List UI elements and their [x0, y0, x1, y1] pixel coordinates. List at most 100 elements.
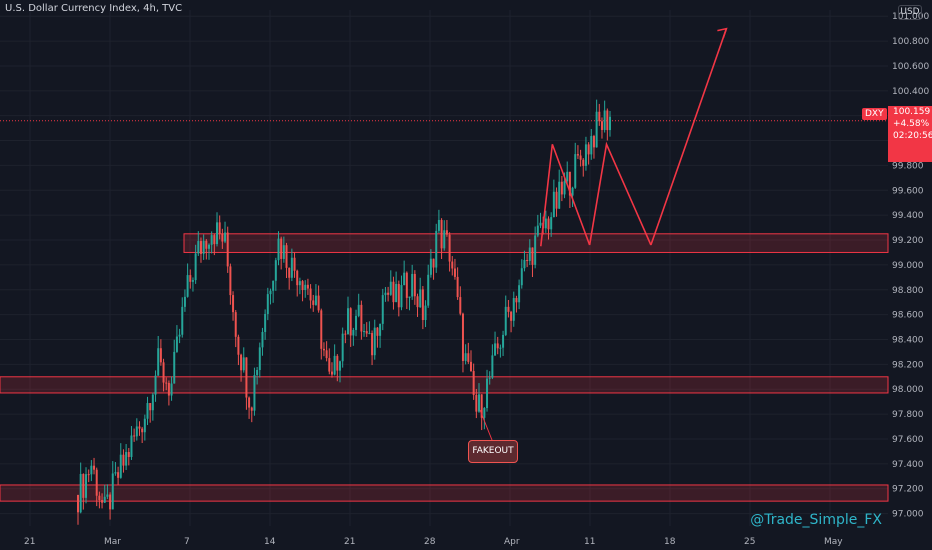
candle-body [191, 280, 194, 282]
candle-body [133, 435, 136, 437]
x-tick-label: 21 [24, 537, 35, 547]
candle-body [157, 348, 160, 376]
candle-body [534, 235, 537, 265]
price-change: +4.58% [893, 119, 930, 129]
candle-body [87, 474, 90, 476]
chart-title: U.S. Dollar Currency Index, 4h, TVC [5, 3, 183, 14]
y-tick-label: 98.200 [892, 360, 924, 370]
candle-body [306, 284, 309, 289]
candle-body [213, 235, 216, 245]
candle-body [568, 171, 571, 196]
candle-body [579, 155, 582, 160]
candle-body [178, 334, 181, 337]
candle-body [419, 289, 422, 308]
candle-body [552, 191, 555, 218]
candle-body [290, 257, 293, 278]
candle-body [90, 465, 93, 475]
y-tick-label: 98.400 [892, 335, 924, 345]
y-tick-label: 97.400 [892, 460, 924, 470]
candle-body [603, 110, 606, 130]
candle-body [379, 323, 382, 336]
countdown: 02:20:56 [893, 131, 932, 141]
y-tick-label: 98.600 [892, 311, 924, 321]
candle-body [264, 313, 267, 332]
candle-body [285, 245, 288, 268]
candle-body [325, 350, 328, 359]
candle-body [93, 465, 96, 470]
x-tick-label: 14 [264, 537, 276, 547]
candle-body [167, 382, 170, 396]
candle-body [539, 222, 542, 226]
candle-body [555, 191, 558, 209]
candle-body [507, 306, 510, 312]
candle-body [151, 394, 154, 411]
candle-body [256, 369, 259, 376]
candle-body [606, 110, 609, 131]
candle-body [146, 403, 149, 419]
candle-body [240, 354, 243, 371]
x-tick-label: Mar [104, 537, 121, 547]
candle-body [170, 383, 173, 396]
candle-body [341, 333, 344, 362]
candle-body [464, 353, 467, 361]
candle-body [576, 154, 579, 156]
candle-body [234, 312, 237, 337]
candle-body [453, 268, 456, 277]
candle-body [229, 266, 232, 296]
candle-body [154, 375, 157, 395]
candle-body [98, 495, 101, 501]
candle-body [245, 357, 248, 398]
candle-body [274, 260, 277, 281]
candle-body [357, 304, 360, 316]
candle-body [528, 247, 531, 261]
candle-body [202, 240, 205, 254]
candle-body [242, 357, 245, 371]
candle-body [445, 230, 448, 235]
candle-body [563, 181, 566, 195]
x-tick-label: 11 [584, 537, 595, 547]
candle-body [237, 336, 240, 355]
last-price: 100.159 [893, 107, 931, 117]
candle-body [584, 144, 587, 166]
x-tick-label: 7 [184, 537, 190, 547]
candle-body [472, 371, 475, 395]
candle-body [405, 272, 408, 298]
x-tick-label: 25 [744, 537, 755, 547]
candle-body [224, 232, 227, 242]
candle-body [119, 454, 122, 478]
candle-body [387, 292, 390, 295]
candle-body [261, 331, 264, 348]
candle-body [592, 136, 595, 148]
support-zone [0, 376, 889, 394]
candle-body [122, 454, 125, 466]
candle-body [518, 285, 521, 303]
candle-body [397, 283, 400, 308]
candle-body [269, 290, 272, 295]
candle-body [587, 144, 590, 155]
candle-body [371, 333, 374, 356]
candle-body [435, 230, 438, 268]
candle-body [560, 181, 563, 195]
candle-body [531, 247, 534, 265]
candle-body [189, 275, 192, 282]
candle-body [165, 382, 168, 384]
candle-body [515, 298, 518, 303]
candle-body [253, 375, 256, 411]
currency-button[interactable]: USD [898, 5, 922, 20]
candle-body [475, 394, 478, 412]
candle-body [197, 241, 200, 254]
candle-body [317, 295, 320, 311]
candle-body [499, 347, 502, 349]
candle-body [526, 260, 529, 262]
candle-body [520, 268, 523, 286]
candle-body [547, 218, 550, 230]
x-tick-label: 18 [664, 537, 676, 547]
candle-body [486, 378, 489, 409]
y-tick-label: 99.800 [892, 161, 924, 171]
candle-body [523, 260, 526, 269]
candle-body [491, 355, 494, 378]
candle-body [210, 235, 213, 245]
candle-body [175, 336, 178, 352]
candle-body [494, 343, 497, 356]
